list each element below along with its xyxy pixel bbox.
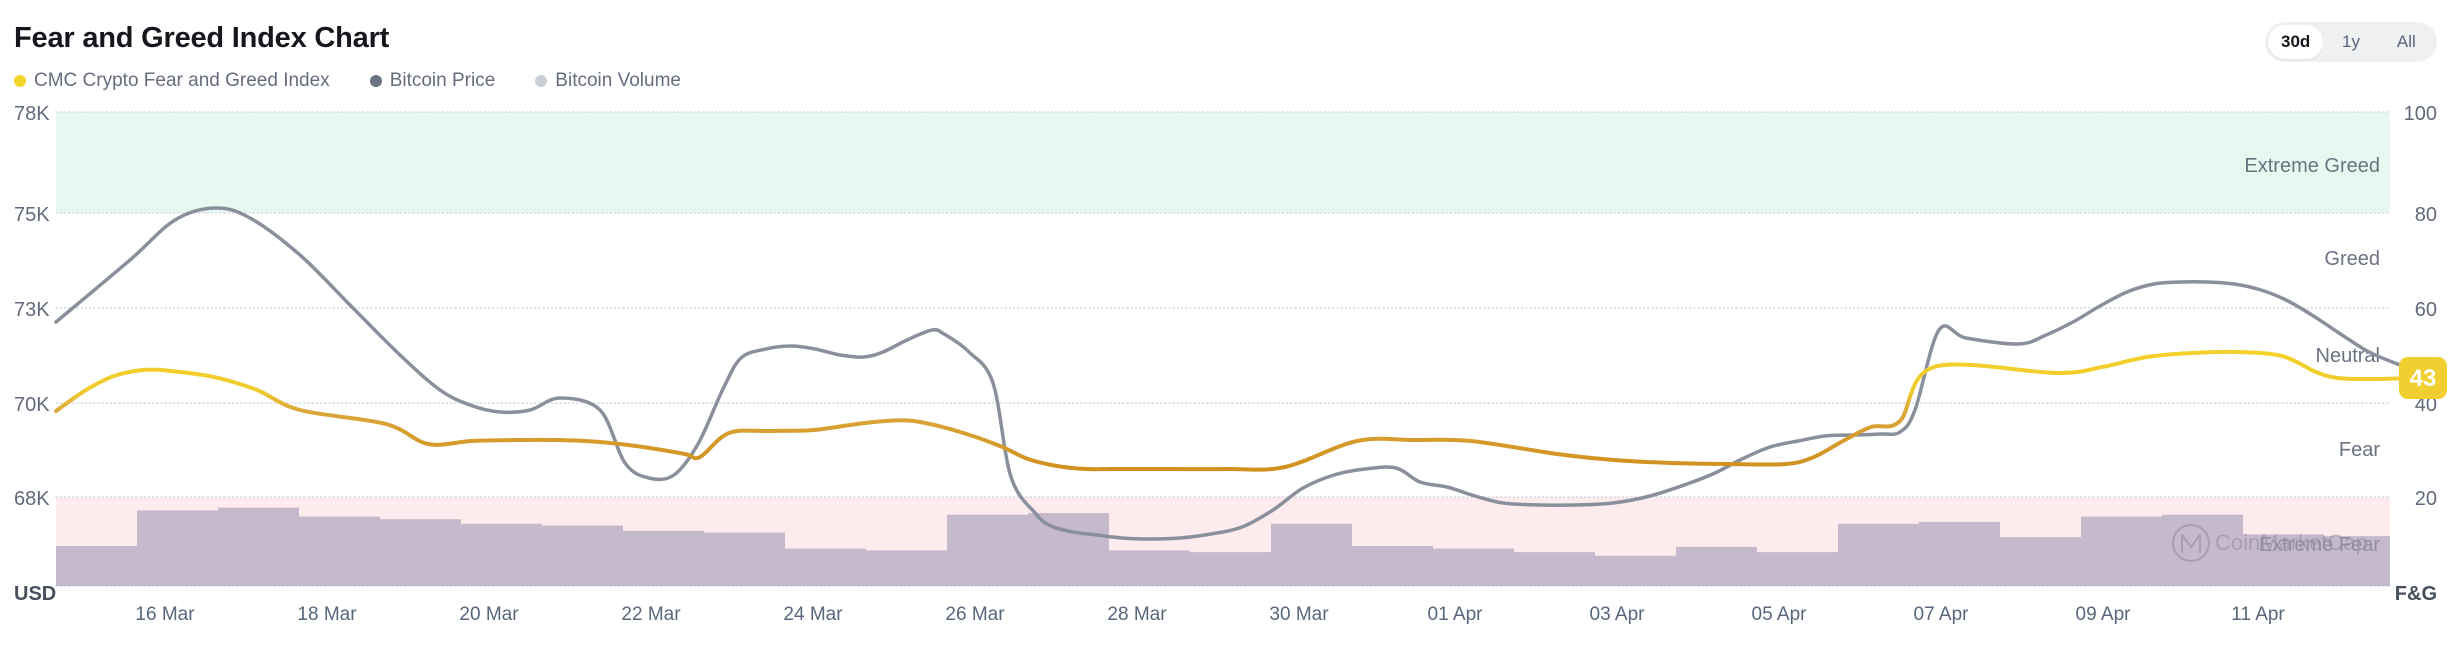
svg-text:Neutral: Neutral bbox=[2316, 345, 2380, 367]
svg-text:100: 100 bbox=[2404, 103, 2437, 125]
svg-text:28 Mar: 28 Mar bbox=[1107, 604, 1167, 625]
svg-text:07 Apr: 07 Apr bbox=[1914, 604, 1970, 625]
svg-text:80: 80 bbox=[2415, 204, 2437, 226]
svg-text:75K: 75K bbox=[14, 204, 50, 226]
svg-text:22 Mar: 22 Mar bbox=[621, 604, 681, 625]
svg-text:73K: 73K bbox=[14, 299, 50, 321]
svg-text:Fear: Fear bbox=[2339, 439, 2380, 461]
svg-text:70K: 70K bbox=[14, 394, 50, 416]
svg-text:03 Apr: 03 Apr bbox=[1590, 604, 1646, 625]
svg-text:24 Mar: 24 Mar bbox=[783, 604, 843, 625]
svg-text:USD: USD bbox=[14, 583, 56, 605]
svg-text:20: 20 bbox=[2415, 488, 2437, 510]
svg-text:18 Mar: 18 Mar bbox=[297, 604, 357, 625]
svg-text:Greed: Greed bbox=[2324, 248, 2380, 270]
svg-text:16 Mar: 16 Mar bbox=[135, 604, 195, 625]
svg-text:F&G: F&G bbox=[2395, 583, 2437, 605]
svg-text:05 Apr: 05 Apr bbox=[1752, 604, 1808, 625]
svg-text:01 Apr: 01 Apr bbox=[1428, 604, 1484, 625]
svg-text:20 Mar: 20 Mar bbox=[459, 604, 519, 625]
svg-text:26 Mar: 26 Mar bbox=[945, 604, 1005, 625]
svg-text:78K: 78K bbox=[14, 103, 50, 125]
svg-text:11 Apr: 11 Apr bbox=[2231, 604, 2285, 625]
svg-text:Extreme Greed: Extreme Greed bbox=[2244, 155, 2380, 177]
svg-text:09 Apr: 09 Apr bbox=[2076, 604, 2132, 625]
svg-text:43: 43 bbox=[2410, 365, 2437, 392]
svg-text:68K: 68K bbox=[14, 488, 50, 510]
svg-text:CoinMarketCap: CoinMarketCap bbox=[2215, 530, 2368, 555]
svg-text:60: 60 bbox=[2415, 299, 2437, 321]
svg-text:30 Mar: 30 Mar bbox=[1269, 604, 1329, 625]
